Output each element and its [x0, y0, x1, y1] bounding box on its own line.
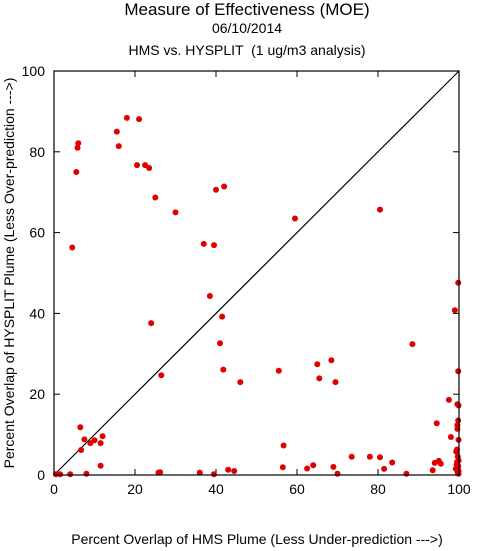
- data-point: [366, 453, 373, 460]
- y-axis-ticks: 0 20 40 60 80 100: [22, 63, 459, 483]
- y-tick-label: 100: [22, 63, 46, 79]
- data-point: [123, 114, 130, 121]
- data-point: [67, 471, 74, 478]
- data-point: [316, 375, 323, 382]
- data-point: [310, 462, 317, 469]
- data-point: [211, 471, 217, 478]
- data-point: [57, 471, 64, 478]
- data-point: [403, 470, 410, 477]
- plot-frame: [53, 70, 460, 476]
- data-point: [377, 206, 383, 213]
- data-point: [99, 433, 106, 440]
- data-point: [279, 464, 286, 471]
- data-point: [78, 447, 85, 453]
- x-tick-label: 80: [370, 481, 386, 497]
- data-point: [69, 244, 76, 251]
- chart-subtitle: HMS vs. HYSPLIT (1 ug/m3 analysis): [128, 42, 366, 58]
- data-point: [211, 242, 217, 249]
- data-point: [332, 379, 339, 386]
- data-point: [433, 420, 440, 427]
- data-point: [437, 460, 444, 467]
- data-point: [455, 368, 462, 375]
- x-tick-label: 60: [289, 481, 305, 497]
- data-point: [74, 144, 81, 151]
- data-point: [292, 215, 298, 222]
- y-tick-label: 20: [29, 386, 45, 402]
- y-tick-label: 40: [29, 305, 45, 321]
- data-point: [455, 279, 462, 286]
- data-point: [447, 434, 454, 440]
- data-point: [113, 128, 120, 135]
- data-point: [152, 194, 159, 201]
- data-point: [280, 442, 287, 449]
- data-point: [83, 470, 90, 477]
- data-point: [81, 436, 88, 443]
- data-point: [314, 361, 321, 368]
- data-point: [330, 463, 337, 470]
- data-point: [97, 440, 104, 447]
- x-axis-label: Percent Overlap of HMS Plume (Less Under…: [71, 531, 443, 547]
- data-point: [219, 313, 226, 320]
- data-point: [328, 357, 335, 364]
- data-points: [53, 114, 462, 478]
- data-point: [231, 468, 238, 474]
- data-point: [348, 453, 355, 460]
- data-point: [221, 183, 228, 190]
- x-axis-ticks: 0 20 40 60 80 100: [50, 71, 471, 497]
- data-point: [409, 341, 416, 348]
- chart-title: Measure of Effectiveness (MOE): [124, 0, 370, 19]
- data-point: [220, 366, 227, 373]
- data-point: [73, 169, 80, 175]
- data-point: [136, 116, 143, 123]
- data-point: [206, 293, 213, 299]
- data-point: [389, 459, 396, 466]
- x-tick-label: 20: [127, 481, 143, 497]
- data-point: [455, 463, 462, 470]
- data-point: [146, 165, 153, 171]
- data-point: [134, 162, 140, 169]
- data-point: [381, 465, 388, 472]
- y-tick-label: 60: [29, 225, 45, 241]
- data-point: [157, 469, 164, 476]
- data-point: [225, 466, 232, 473]
- data-point: [237, 379, 244, 386]
- data-point: [451, 307, 458, 314]
- x-tick-label: 40: [208, 481, 224, 497]
- x-tick-label: 100: [447, 481, 471, 497]
- data-point: [200, 240, 207, 247]
- data-point: [213, 186, 219, 193]
- data-point: [97, 462, 104, 469]
- y-tick-label: 80: [29, 144, 45, 160]
- data-point: [148, 320, 155, 327]
- data-point: [172, 209, 179, 216]
- one-to-one-line: [53, 70, 460, 476]
- chart-date: 06/10/2014: [211, 20, 283, 36]
- y-tick-label: 0: [37, 467, 45, 483]
- data-point: [91, 437, 98, 444]
- data-point: [334, 470, 341, 477]
- data-point: [445, 396, 452, 403]
- data-point: [75, 140, 82, 147]
- data-point: [275, 367, 282, 374]
- y-axis-label: Percent Overlap of HYSPLIT Plume (Less O…: [1, 78, 17, 469]
- data-point: [304, 465, 311, 472]
- data-point: [429, 467, 436, 474]
- data-point: [158, 372, 165, 379]
- data-point: [377, 454, 383, 461]
- data-point: [115, 143, 122, 150]
- data-point: [455, 417, 462, 424]
- data-point: [196, 469, 203, 476]
- data-point: [217, 340, 223, 347]
- data-point: [77, 424, 84, 431]
- x-tick-label: 0: [50, 481, 58, 497]
